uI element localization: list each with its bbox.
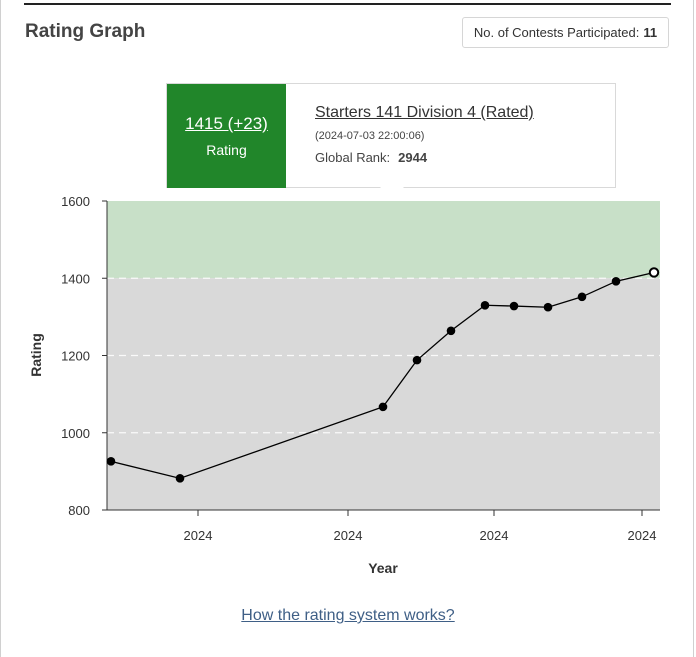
y-tick-label-0: 800 <box>68 503 90 518</box>
tooltip-score[interactable]: 1415 (+23) <box>185 114 268 133</box>
y-tick-label-2: 1200 <box>61 349 90 364</box>
x-tick-label-1: 2024 <box>334 528 363 543</box>
tooltip-score-panel: 1415 (+23) Rating <box>167 84 286 188</box>
contest-tooltip: 1415 (+23) Rating Starters 141 Division … <box>166 83 616 188</box>
rating-band-0 <box>107 201 660 279</box>
rating-point-7 <box>543 302 553 312</box>
y-axis-label: Rating <box>28 333 44 377</box>
rating-point-6 <box>509 301 519 311</box>
y-tick-label-1: 1000 <box>61 426 90 441</box>
x-axis-label: Year <box>368 560 398 576</box>
tooltip-arrow <box>380 187 404 199</box>
x-tick-label-3: 2024 <box>628 528 657 543</box>
rating-point-5 <box>480 300 490 310</box>
rating-point-highlight <box>648 267 660 278</box>
tooltip-details: Starters 141 Division 4 (Rated) (2024-07… <box>315 104 534 165</box>
tooltip-contest-link[interactable]: Starters 141 Division 4 (Rated) <box>315 104 534 121</box>
x-tick-label-2: 2024 <box>480 528 509 543</box>
tooltip-score-label: Rating <box>206 142 247 158</box>
y-tick-label-3: 1400 <box>61 271 90 286</box>
rating-point-4 <box>446 326 456 336</box>
y-tick-label-4: 1600 <box>61 194 90 209</box>
rating-point-1 <box>175 474 185 483</box>
rating-point-8 <box>577 292 587 302</box>
tooltip-rank-value: 2944 <box>398 150 428 165</box>
tooltip-rank-label: Global Rank: <box>315 150 391 165</box>
tooltip-datetime: (2024-07-03 22:00:06) <box>315 130 425 142</box>
rating-point-2 <box>378 402 388 412</box>
rating-point-3 <box>412 355 422 365</box>
page-title: Rating Graph <box>25 21 146 42</box>
contests-count-badge: No. of Contests Participated: 11 <box>462 17 669 48</box>
x-tick-label-0: 2024 <box>184 528 213 543</box>
rating-point-9 <box>611 277 621 286</box>
contests-label: No. of Contests Participated: <box>473 25 640 40</box>
top-rule <box>24 3 671 5</box>
rating-point-0 <box>106 457 116 466</box>
contests-value: 11 <box>643 25 658 40</box>
tooltip-rank: Global Rank: 2944 <box>315 150 534 165</box>
rating-system-link[interactable]: How the rating system works? <box>241 607 455 624</box>
